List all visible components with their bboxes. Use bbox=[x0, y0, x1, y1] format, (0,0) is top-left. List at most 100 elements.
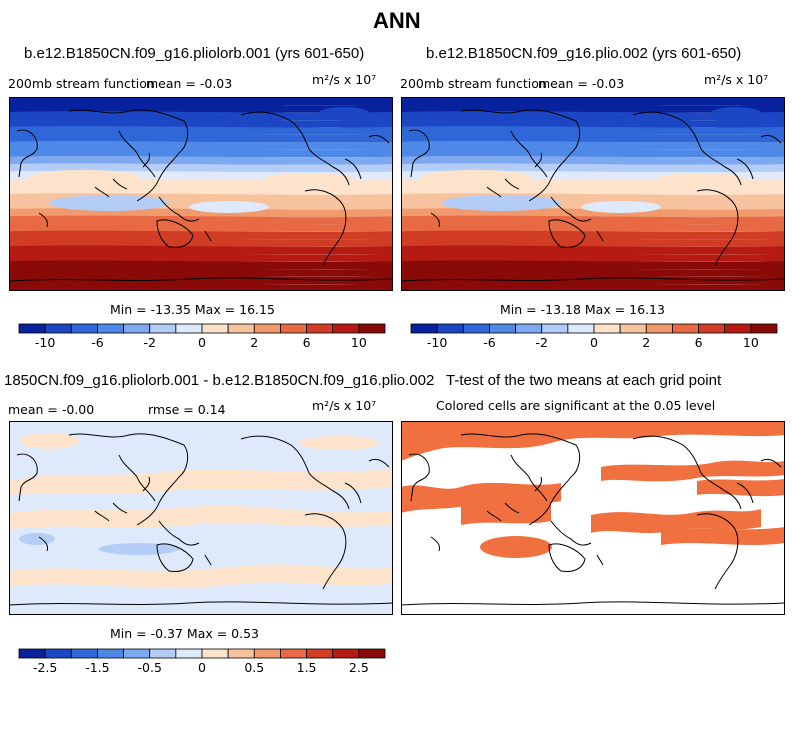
field-band bbox=[9, 275, 393, 285]
colorbar-tick-label: 1.5 bbox=[297, 660, 317, 675]
coastline bbox=[368, 458, 390, 468]
coastline bbox=[118, 130, 156, 178]
anomaly-patch bbox=[581, 201, 661, 213]
colorbar-cell bbox=[18, 648, 46, 659]
field-band bbox=[9, 223, 393, 232]
colorbar-cell bbox=[332, 323, 360, 334]
coastline bbox=[430, 212, 440, 228]
colorbar-tick-label: -6 bbox=[483, 335, 496, 350]
field-band bbox=[9, 118, 393, 128]
coastline bbox=[204, 230, 212, 242]
colorbar-tick-label: 0 bbox=[590, 335, 598, 350]
panel-2-colorbar-cells bbox=[410, 323, 778, 334]
coastline bbox=[596, 230, 604, 242]
colorbar-tick-label: 2.5 bbox=[349, 660, 369, 675]
panel-1-title: b.e12.B1850CN.f09_g16.pliolorb.001 (yrs … bbox=[24, 45, 365, 62]
colorbar-cell bbox=[175, 323, 203, 334]
coastline bbox=[158, 520, 200, 546]
field-band bbox=[9, 245, 393, 255]
colorbar-cell bbox=[436, 323, 464, 334]
coastline bbox=[736, 158, 754, 180]
coastline bbox=[38, 212, 48, 228]
coastline bbox=[534, 476, 542, 492]
coastline bbox=[368, 134, 390, 144]
field-band bbox=[401, 238, 785, 247]
coastline bbox=[344, 158, 362, 180]
panel-4-subtitle: Colored cells are significant at the 0.0… bbox=[436, 398, 716, 413]
coastline bbox=[112, 178, 128, 190]
coastline bbox=[68, 109, 189, 202]
coastline bbox=[158, 196, 200, 222]
panel-1-coastlines bbox=[9, 109, 393, 282]
field-band bbox=[9, 252, 393, 262]
colorbar-cell bbox=[280, 323, 307, 334]
coastline bbox=[596, 554, 604, 566]
panel-1-mean-label: mean = -0.03 bbox=[146, 76, 233, 91]
colorbar-cell bbox=[280, 648, 307, 659]
colorbar-cell bbox=[541, 323, 569, 334]
positive-region bbox=[9, 564, 393, 588]
panel-4-significant-regions bbox=[401, 421, 785, 558]
field-band bbox=[9, 111, 393, 120]
panel-1-units-label: m²/s x 10⁷ bbox=[312, 72, 377, 87]
colorbar-cell bbox=[201, 648, 229, 659]
colorbar-cell bbox=[672, 323, 699, 334]
colorbar-tick-label: -2 bbox=[535, 335, 547, 350]
panel-2-field bbox=[401, 97, 785, 291]
field-band bbox=[9, 215, 393, 225]
panel-3-negative-regions bbox=[19, 533, 179, 555]
colorbar-tick-label: 10 bbox=[743, 335, 759, 350]
field-band bbox=[9, 133, 393, 143]
coastline bbox=[118, 454, 156, 502]
anomaly-patch bbox=[29, 170, 139, 184]
panel-2-anomaly-patches bbox=[421, 107, 761, 213]
panel-3-minmax: Min = -0.37 Max = 0.53 bbox=[110, 626, 260, 641]
significant-region bbox=[461, 490, 551, 525]
negative-region bbox=[99, 543, 179, 555]
anomaly-patch bbox=[49, 195, 169, 211]
colorbar-cell bbox=[123, 648, 151, 659]
colorbar-cell bbox=[410, 323, 438, 334]
field-band bbox=[401, 148, 785, 158]
panel-3-frame bbox=[9, 421, 393, 615]
coastline bbox=[736, 482, 754, 504]
anomaly-patch bbox=[656, 173, 746, 185]
panel-3-units-label: m²/s x 10⁷ bbox=[312, 398, 377, 413]
colorbar-cell bbox=[619, 323, 647, 334]
field-band bbox=[401, 111, 785, 120]
colorbar-cell bbox=[18, 323, 46, 334]
coastline bbox=[16, 129, 38, 178]
field-band bbox=[401, 155, 785, 165]
coastline bbox=[94, 186, 110, 198]
panel-4-map bbox=[401, 421, 785, 615]
colorbar-cell bbox=[201, 323, 229, 334]
coastline bbox=[550, 196, 592, 222]
coastline bbox=[401, 601, 785, 606]
colorbar-cell bbox=[724, 323, 752, 334]
coastline bbox=[304, 513, 347, 590]
field-band bbox=[401, 282, 785, 291]
colorbar-cell bbox=[97, 648, 124, 659]
coastline bbox=[240, 435, 350, 510]
field-band bbox=[401, 126, 785, 135]
coastline bbox=[401, 277, 785, 282]
colorbar-cell bbox=[698, 323, 726, 334]
coastline bbox=[204, 554, 212, 566]
field-band bbox=[401, 103, 785, 113]
coastline bbox=[156, 543, 194, 572]
coastline bbox=[510, 454, 548, 502]
colorbar-cell bbox=[750, 323, 778, 334]
colorbar-cell bbox=[175, 648, 203, 659]
anomaly-patch bbox=[421, 170, 531, 184]
colorbar-cell bbox=[489, 323, 516, 334]
positive-region bbox=[9, 469, 393, 495]
coastline bbox=[304, 189, 347, 266]
coastline bbox=[156, 219, 194, 248]
panel-1-field bbox=[9, 97, 393, 291]
colorbar-cell bbox=[97, 323, 124, 334]
field-band bbox=[9, 155, 393, 165]
field-band bbox=[401, 260, 785, 270]
colorbar-cell bbox=[515, 323, 543, 334]
coastline bbox=[510, 130, 548, 178]
panel-2-frame bbox=[401, 97, 785, 291]
